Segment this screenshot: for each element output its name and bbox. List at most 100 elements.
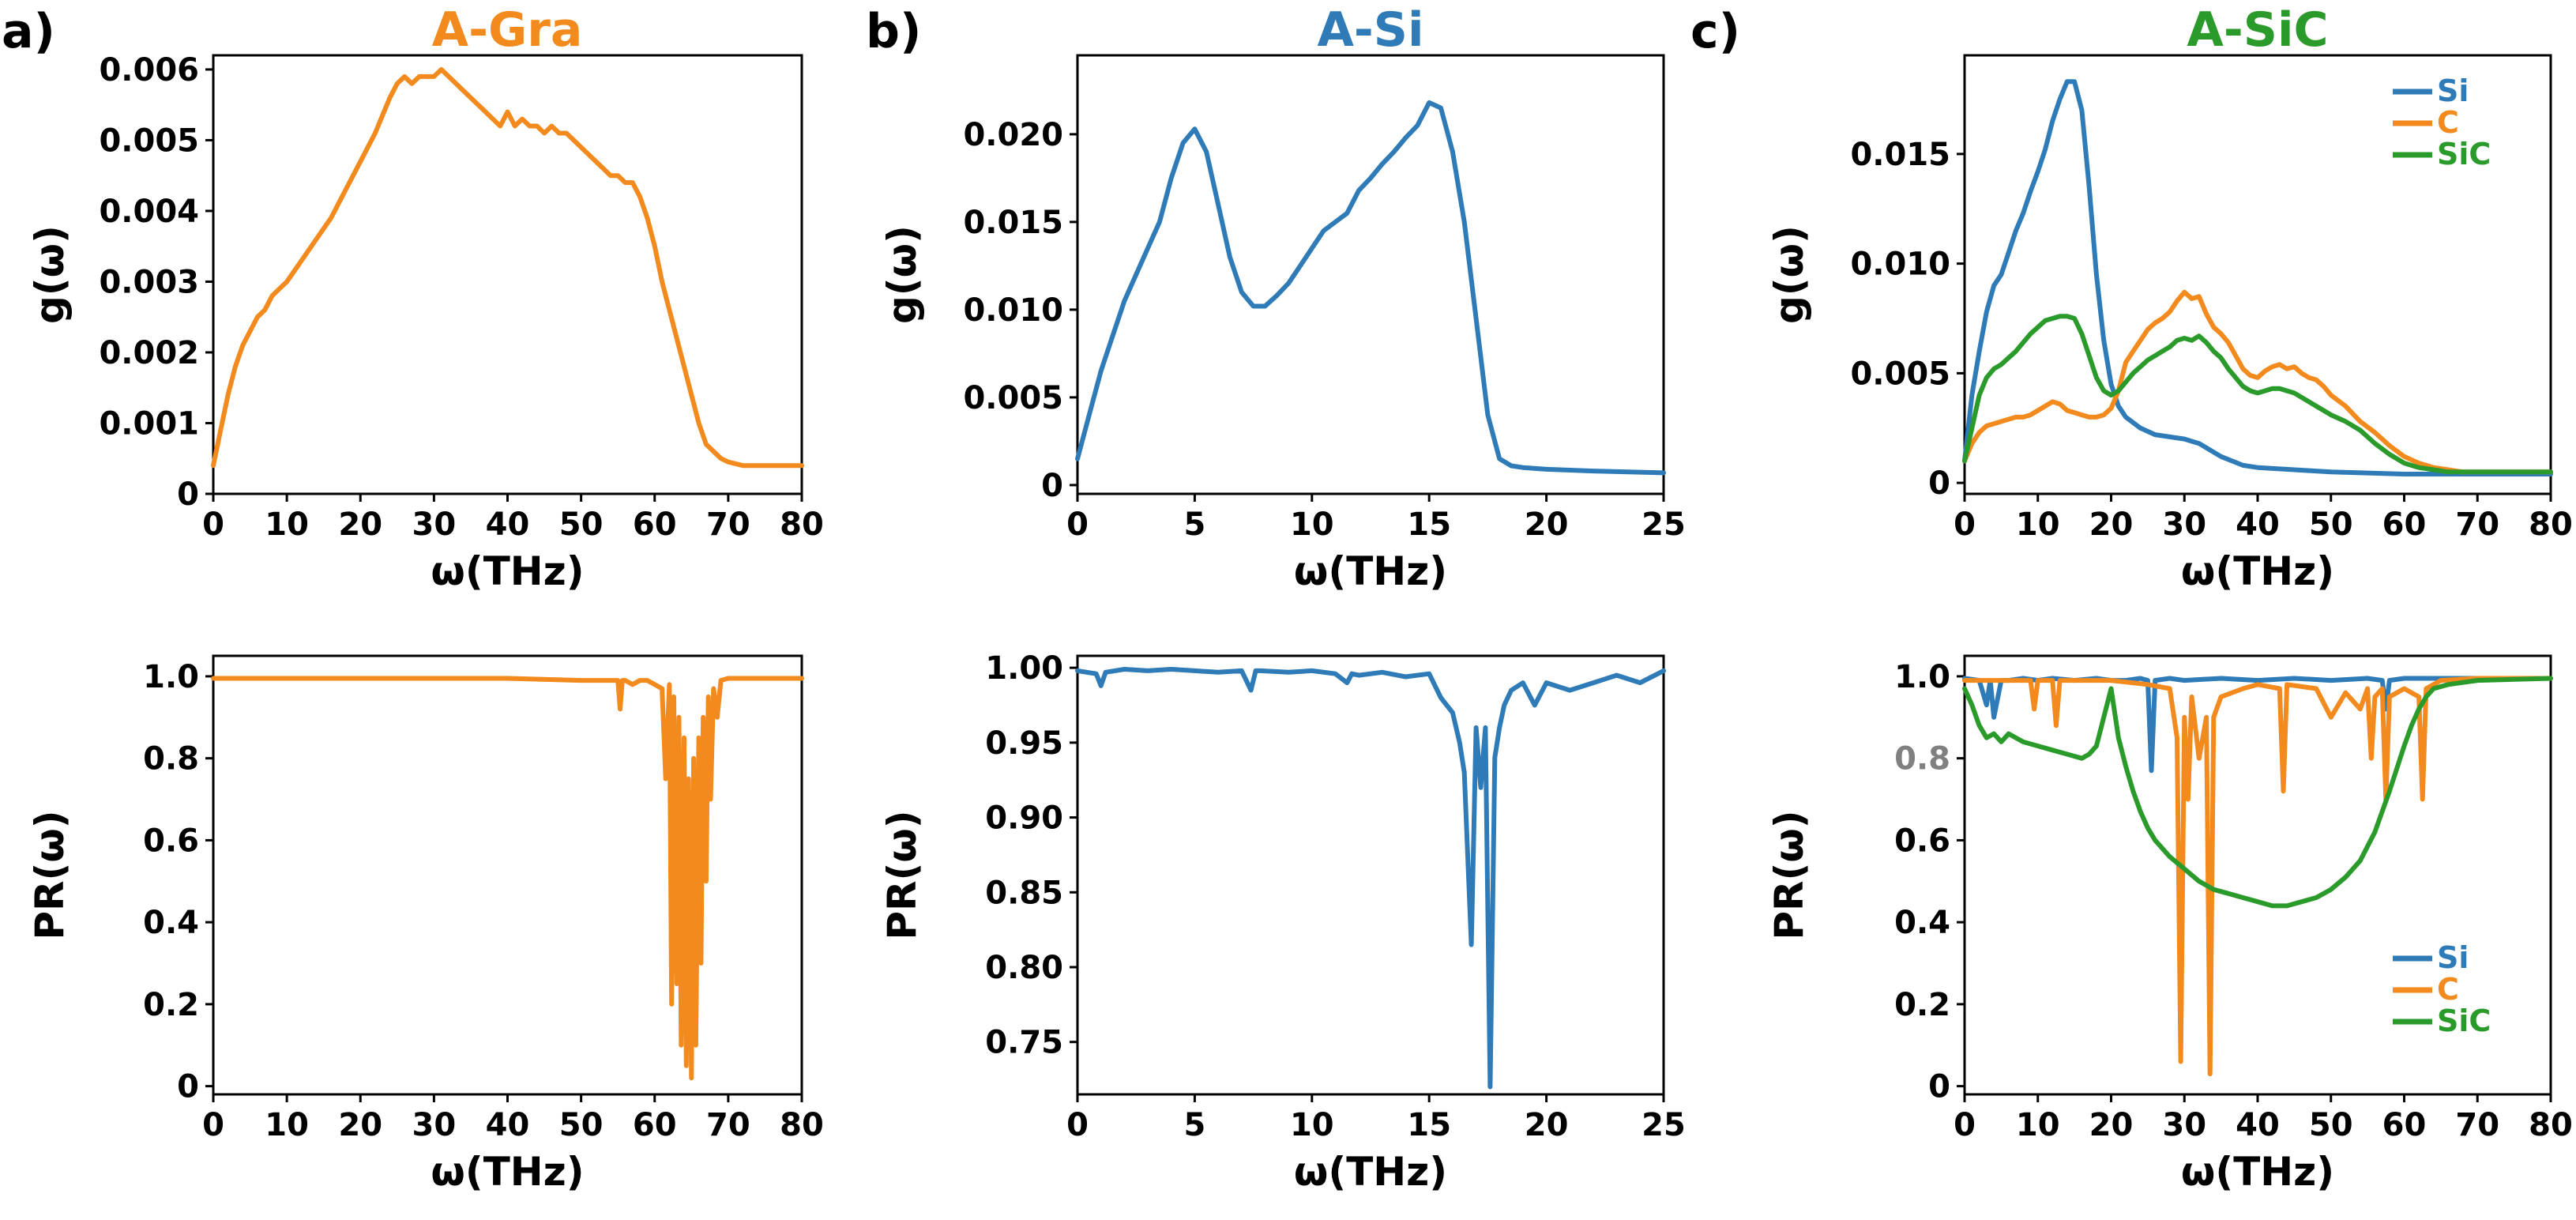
x-tick-label: 10 xyxy=(2016,506,2060,543)
x-tick-label: 30 xyxy=(412,506,457,543)
chart-c_top: 0 10 20 30 40 50 60 70 80 0 0.005 0.010 0.015 ω(THz) g… xyxy=(1766,2,2573,594)
x-tick-label: 15 xyxy=(1407,506,1451,543)
y-tick-label: 0.90 xyxy=(985,800,1063,837)
x-tick-label: 0 xyxy=(1954,506,1976,543)
panel-letter-c: c) xyxy=(1690,4,1740,59)
y-tick-label: 0.015 xyxy=(963,205,1063,241)
x-tick-label: 50 xyxy=(559,1107,604,1143)
y-tick-label: 0.003 xyxy=(99,264,199,300)
x-tick-label: 0 xyxy=(202,1107,224,1143)
chart-title: A-Gra xyxy=(432,2,583,58)
chart-b_bot: 0 5 10 15 20 25 0.75 0.80 0.85 0.90 0.95 1.00 ω(THz)… xyxy=(879,650,1686,1195)
x-tick-label: 60 xyxy=(2382,1107,2427,1143)
x-tick-label: 25 xyxy=(1641,506,1686,543)
y-tick-label: 0.005 xyxy=(1850,356,1950,392)
y-axis-label: PR(ω) xyxy=(1766,810,1812,939)
series-line-main xyxy=(211,66,804,469)
y-axis-label: g(ω) xyxy=(27,225,73,324)
x-tick-label: 70 xyxy=(2455,1107,2499,1143)
x-axis-label: ω(THz) xyxy=(2181,1149,2334,1195)
series-line-c xyxy=(1962,676,2553,1077)
y-tick-label: 0 xyxy=(1928,465,1950,502)
x-tick-label: 10 xyxy=(2016,1107,2060,1143)
plot-frame xyxy=(1076,654,1665,1096)
x-tick-label: 20 xyxy=(1525,1107,1569,1143)
y-tick-label: 0.004 xyxy=(99,194,199,230)
x-tick-label: 30 xyxy=(2162,1107,2206,1143)
x-tick-label: 20 xyxy=(1525,506,1569,543)
series-line-sic xyxy=(1962,314,2553,475)
y-tick-label: 0.4 xyxy=(1894,905,1950,941)
x-tick-label: 10 xyxy=(265,506,309,543)
x-axis-label: ω(THz) xyxy=(431,548,584,594)
y-tick-label: 0.2 xyxy=(143,987,199,1023)
x-tick-label: 40 xyxy=(486,506,530,543)
chart-a_top: 0 10 20 30 40 50 60 70 80 0 0.001 0.002 0.003 0.004 0.… xyxy=(27,2,824,594)
y-tick-label: 0.6 xyxy=(143,823,199,859)
series-line-c xyxy=(1962,289,2553,475)
x-tick-label: 10 xyxy=(1290,506,1334,543)
x-tick-label: 50 xyxy=(2309,506,2353,543)
plot-frame xyxy=(1076,54,1665,495)
y-tick-label: 0.80 xyxy=(985,950,1063,986)
x-tick-label: 0 xyxy=(1066,1107,1089,1143)
x-tick-label: 30 xyxy=(412,1107,457,1143)
y-tick-label: 0.8 xyxy=(143,741,199,778)
x-tick-label: 50 xyxy=(559,506,604,543)
legend-label-sic: SiC xyxy=(2437,1003,2491,1038)
x-tick-label: 50 xyxy=(2309,1107,2353,1143)
series-line-main xyxy=(211,676,804,1081)
x-tick-label: 60 xyxy=(633,1107,677,1143)
x-tick-label: 80 xyxy=(780,506,824,543)
chart-c_bot: 0 10 20 30 40 50 60 70 80 0 0.2 0.4 0.6 0.8 1.0 ω(THz) P… xyxy=(1766,654,2573,1195)
y-tick-label: 0.95 xyxy=(985,725,1063,762)
y-tick-label: 0.002 xyxy=(99,335,199,371)
x-tick-label: 40 xyxy=(2236,1107,2280,1143)
y-tick-label: 1.00 xyxy=(985,650,1063,687)
x-tick-label: 30 xyxy=(2162,506,2206,543)
x-tick-label: 60 xyxy=(633,506,677,543)
x-tick-label: 80 xyxy=(2529,506,2573,543)
series-line-main xyxy=(1075,100,1666,476)
legend-label-c: C xyxy=(2437,972,2459,1007)
y-tick-label: 0 xyxy=(1041,468,1063,504)
chart-b_top: 0 5 10 15 20 25 0 0.005 0.010 0.015 0.020 ω(THz) g(ω… xyxy=(879,2,1686,594)
x-tick-label: 70 xyxy=(706,506,750,543)
series-line-si xyxy=(1962,79,2553,476)
x-axis-label: ω(THz) xyxy=(431,1149,584,1195)
x-axis-label: ω(THz) xyxy=(1294,1149,1447,1195)
x-tick-label: 20 xyxy=(338,506,382,543)
y-tick-label: 0.4 xyxy=(143,905,199,941)
series-line-main xyxy=(1075,667,1666,1090)
x-tick-label: 70 xyxy=(706,1107,750,1143)
x-tick-label: 15 xyxy=(1407,1107,1451,1143)
y-tick-label: 0 xyxy=(177,1069,199,1105)
y-tick-label: 0.006 xyxy=(99,52,199,88)
x-tick-label: 60 xyxy=(2382,506,2427,543)
x-tick-label: 10 xyxy=(265,1107,309,1143)
y-tick-label: 0.010 xyxy=(963,292,1063,329)
y-tick-label: 0.85 xyxy=(985,875,1063,911)
y-tick-label: 0.2 xyxy=(1894,987,1950,1023)
y-tick-label: 0 xyxy=(177,476,199,513)
legend-label-si: Si xyxy=(2437,73,2469,108)
y-tick-label: 0.001 xyxy=(99,405,199,442)
y-tick-label: 0 xyxy=(1928,1069,1950,1105)
x-tick-label: 20 xyxy=(338,1107,382,1143)
x-axis-label: ω(THz) xyxy=(1294,548,1447,594)
x-tick-label: 20 xyxy=(2089,1107,2134,1143)
y-tick-label: 0.015 xyxy=(1850,137,1950,173)
x-tick-label: 5 xyxy=(1183,506,1205,543)
x-axis-label: ω(THz) xyxy=(2181,548,2334,594)
x-tick-label: 5 xyxy=(1183,1107,1205,1143)
y-tick-label: 0.010 xyxy=(1850,247,1950,283)
chart-a_bot: 0 10 20 30 40 50 60 70 80 0 0.2 0.4 0.6 0.8 1.0 ω(THz) P… xyxy=(27,654,824,1195)
x-tick-label: 25 xyxy=(1641,1107,1686,1143)
y-axis-label: g(ω) xyxy=(879,225,925,324)
y-tick-label: 0.020 xyxy=(963,117,1063,153)
y-tick-label: 1.0 xyxy=(1894,659,1950,695)
x-tick-label: 0 xyxy=(202,506,224,543)
panel-letter-a: a) xyxy=(2,4,55,59)
plots-layer: 0 10 20 30 40 50 60 70 8000.0010.0020.0030.0040.… xyxy=(27,2,2573,1195)
